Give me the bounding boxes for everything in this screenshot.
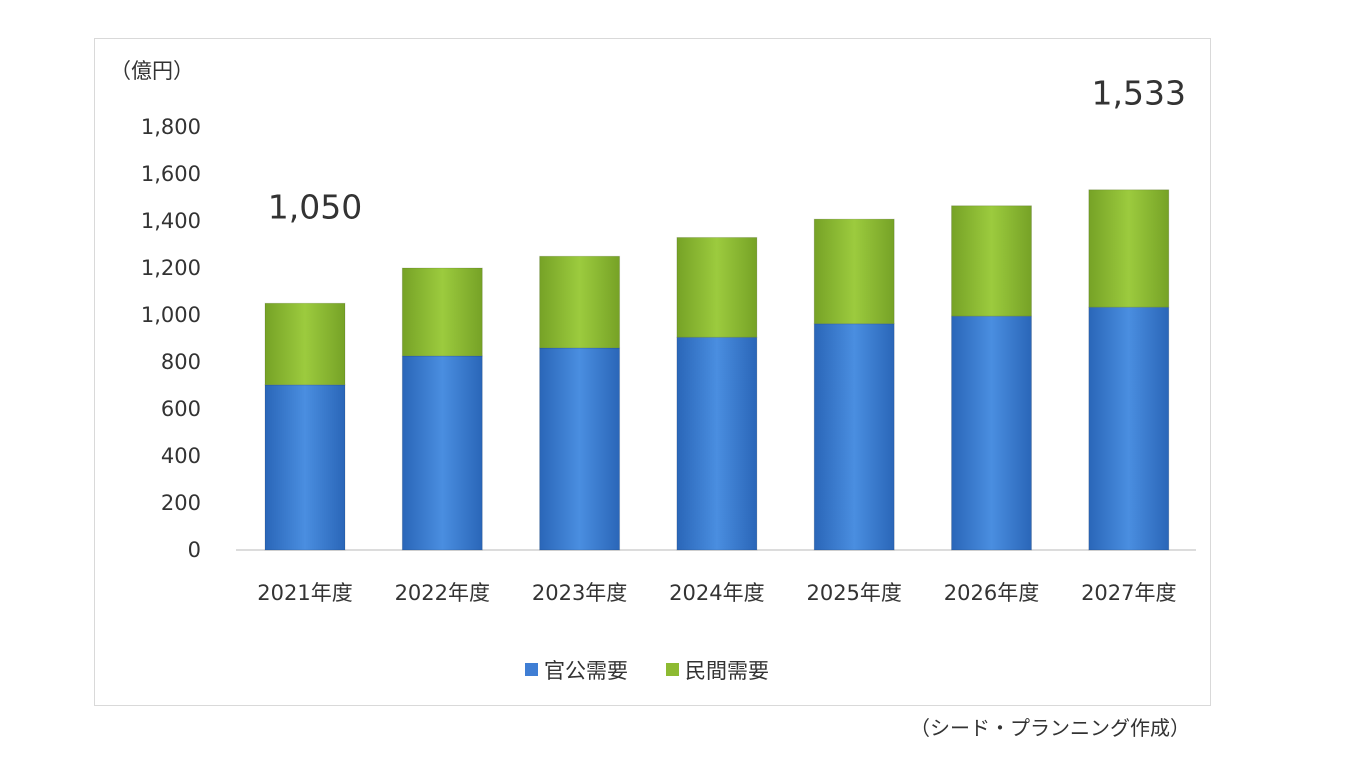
- x-tick-label: 2021年度: [257, 581, 352, 605]
- legend: 官公需要 民間需要: [525, 659, 769, 683]
- bar-segment-public: [539, 347, 621, 551]
- bar-segment-public: [676, 336, 758, 551]
- bar-segment-public: [1088, 306, 1170, 551]
- y-tick-label: 400: [161, 444, 201, 468]
- bar-segment-public: [951, 315, 1032, 551]
- total-annotation: 1,533: [1092, 74, 1186, 113]
- bar-segment-private: [676, 236, 758, 338]
- y-tick-labels: 0 200 400 600 800 1,000 1,200 1,400 1,600 1,800: [141, 115, 201, 562]
- bar-segment-private: [951, 205, 1032, 317]
- bar-stacks: [264, 189, 1170, 551]
- y-tick-label: 1,800: [141, 115, 201, 139]
- legend-label: 官公需要: [544, 659, 628, 683]
- chart-frame: [94, 38, 1211, 706]
- y-tick-label: 1,200: [141, 256, 201, 280]
- x-tick-label: 2022年度: [395, 581, 490, 605]
- bar-segment-public: [813, 323, 895, 551]
- legend-swatch: [666, 663, 679, 676]
- y-axis-unit: （億円）: [110, 59, 194, 83]
- legend-swatch: [525, 663, 538, 676]
- bar-segment-private: [401, 267, 483, 357]
- y-tick-label: 200: [161, 491, 201, 515]
- y-tick-label: 1,600: [141, 162, 201, 186]
- bar-segment-private: [1088, 189, 1170, 308]
- total-annotations: 1,050 1,533: [268, 74, 1186, 227]
- x-tick-label: 2025年度: [806, 581, 901, 605]
- x-tick-label: 2024年度: [669, 581, 764, 605]
- bar-segment-private: [813, 218, 895, 325]
- bar-segment-private: [264, 302, 346, 386]
- y-tick-label: 1,000: [141, 303, 201, 327]
- x-tick-label: 2027年度: [1081, 581, 1176, 605]
- x-tick-label: 2026年度: [944, 581, 1039, 605]
- legend-label: 民間需要: [685, 659, 769, 683]
- x-tick-label: 2023年度: [532, 581, 627, 605]
- y-tick-label: 0: [188, 538, 201, 562]
- bar-segment-private: [539, 255, 621, 349]
- y-tick-label: 1,400: [141, 209, 201, 233]
- y-tick-label: 600: [161, 397, 201, 421]
- source-note: （シード・プランニング作成）: [910, 716, 1190, 740]
- total-annotation: 1,050: [268, 187, 362, 226]
- y-tick-label: 800: [161, 350, 201, 374]
- bar-segment-public: [401, 355, 483, 551]
- x-tick-labels: 2021年度 2022年度 2023年度 2024年度 2025年度 2026年度 2027…: [257, 581, 1176, 605]
- bar-segment-public: [264, 384, 346, 551]
